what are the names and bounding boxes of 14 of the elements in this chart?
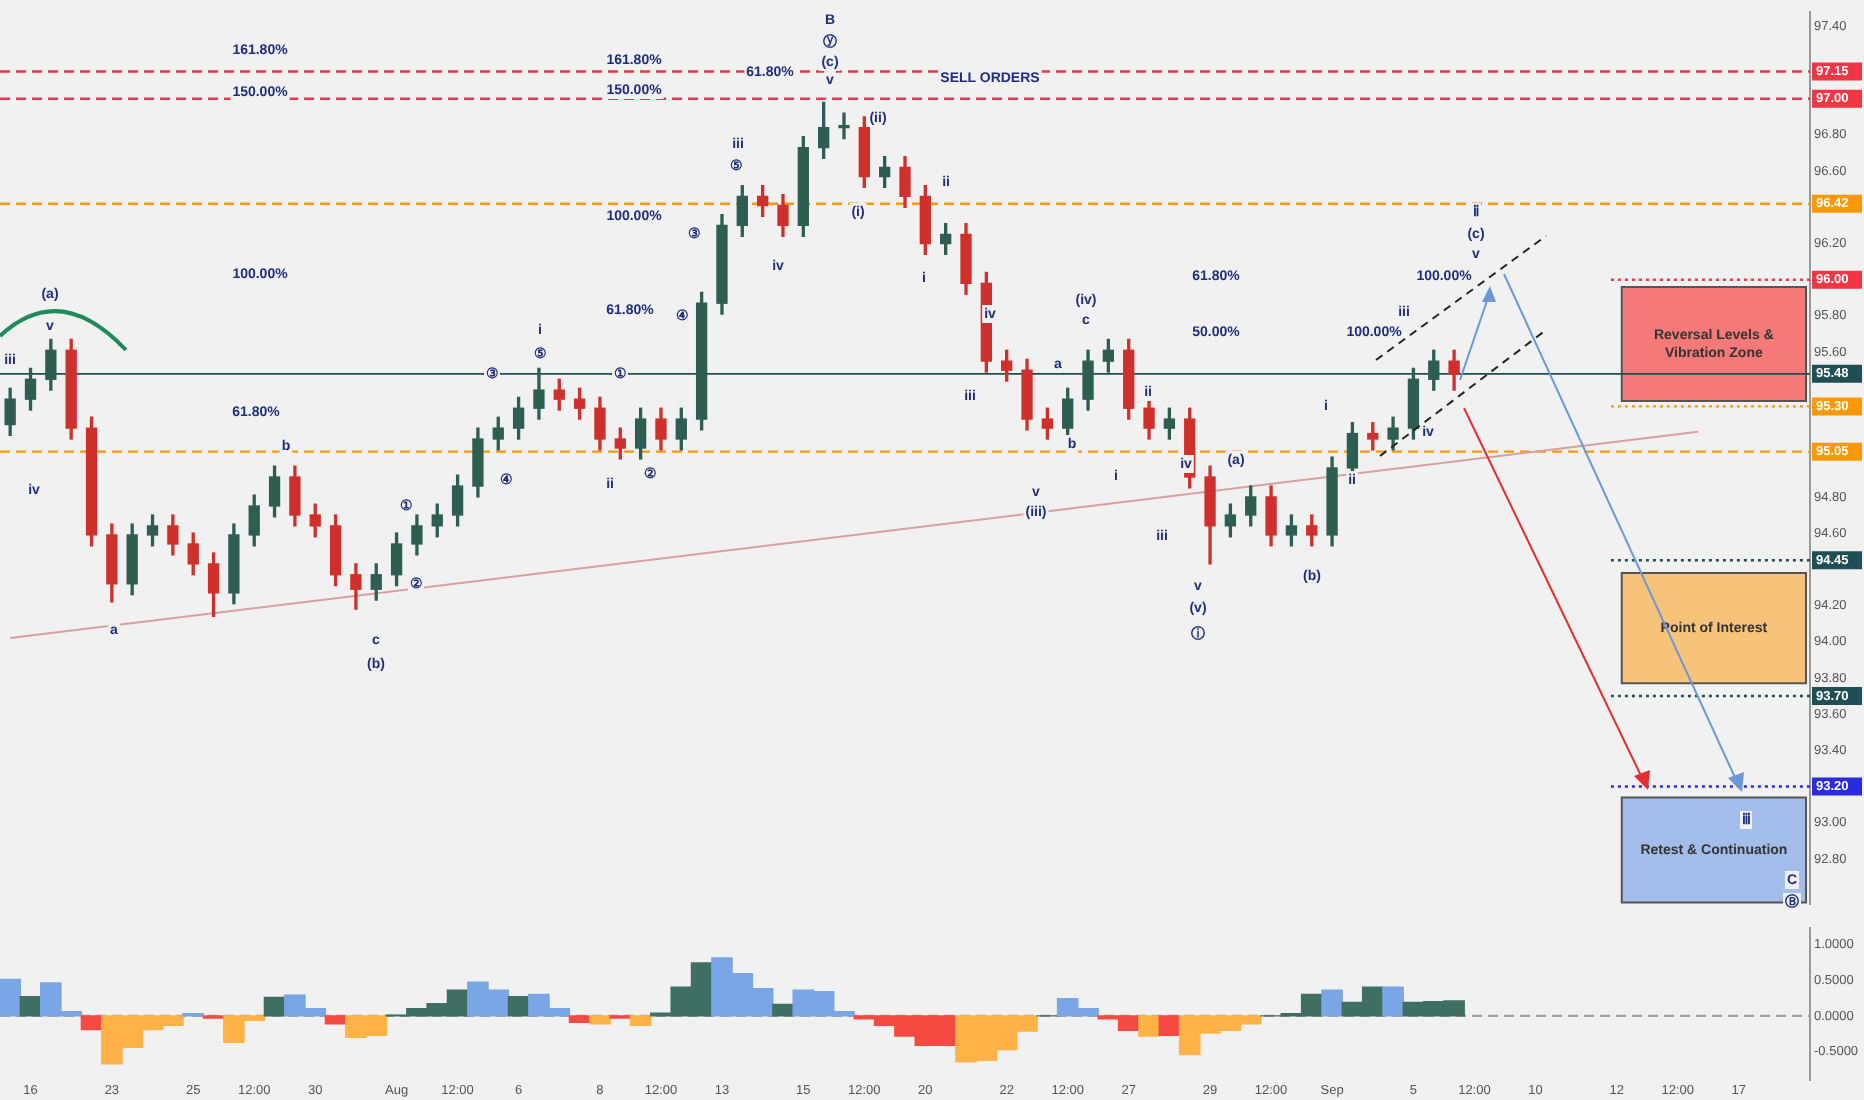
bar — [0, 978, 21, 1017]
bar — [589, 1015, 611, 1025]
bar — [80, 1015, 103, 1031]
bar — [507, 995, 530, 1017]
bar — [1382, 986, 1404, 1017]
bar — [1158, 1015, 1181, 1036]
bar — [1321, 989, 1343, 1017]
bar — [19, 995, 42, 1017]
bar — [1138, 1015, 1160, 1037]
bar — [263, 996, 286, 1017]
bar — [568, 1015, 591, 1024]
bar — [629, 1015, 652, 1026]
bar — [772, 1003, 794, 1017]
bar — [324, 1015, 347, 1025]
